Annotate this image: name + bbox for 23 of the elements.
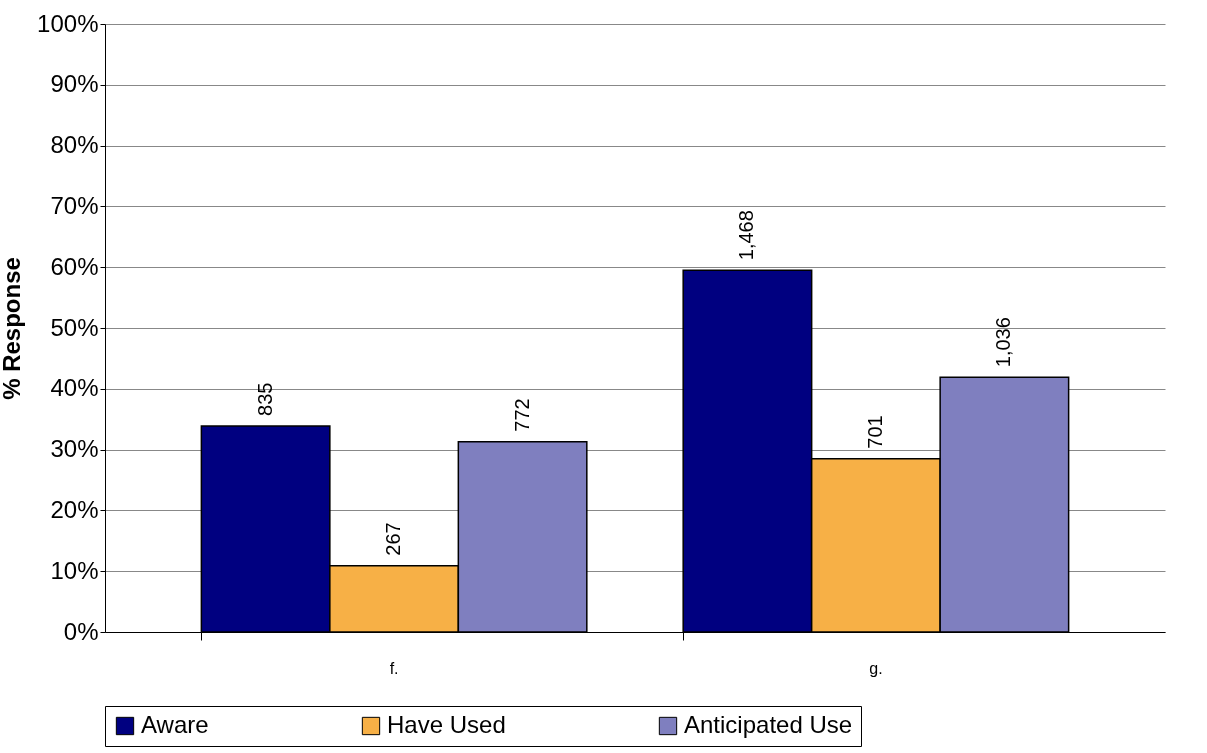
y-axis-title: % Response (0, 257, 26, 400)
legend-label: Have Used (387, 711, 506, 738)
y-tick-label: 10% (50, 556, 99, 584)
y-tick-label: 90% (50, 70, 99, 98)
annotation: 835 (253, 382, 276, 416)
legend-label: Anticipated Use (684, 711, 853, 738)
y-tick-label: 60% (50, 252, 99, 280)
annotation: 1,468 (735, 210, 758, 261)
y-tick-label: 40% (50, 374, 99, 402)
y-tick-label: 20% (50, 495, 99, 523)
annotation: 701 (863, 415, 886, 449)
annotation: 1,036 (992, 317, 1015, 368)
x-tick-label: g. (869, 659, 883, 677)
annotation: 267 (382, 522, 405, 556)
y-tick-label: 50% (50, 313, 99, 341)
annotation: 772 (510, 398, 533, 432)
y-tick-label: 100% (37, 9, 99, 37)
y-tick-label: 80% (50, 131, 99, 159)
y-tick-label: 70% (50, 191, 99, 219)
legend-label: Aware (141, 711, 209, 738)
y-tick-label: 0% (63, 617, 99, 645)
y-tick-label: 30% (50, 435, 99, 463)
x-tick-label: f. (389, 659, 399, 677)
